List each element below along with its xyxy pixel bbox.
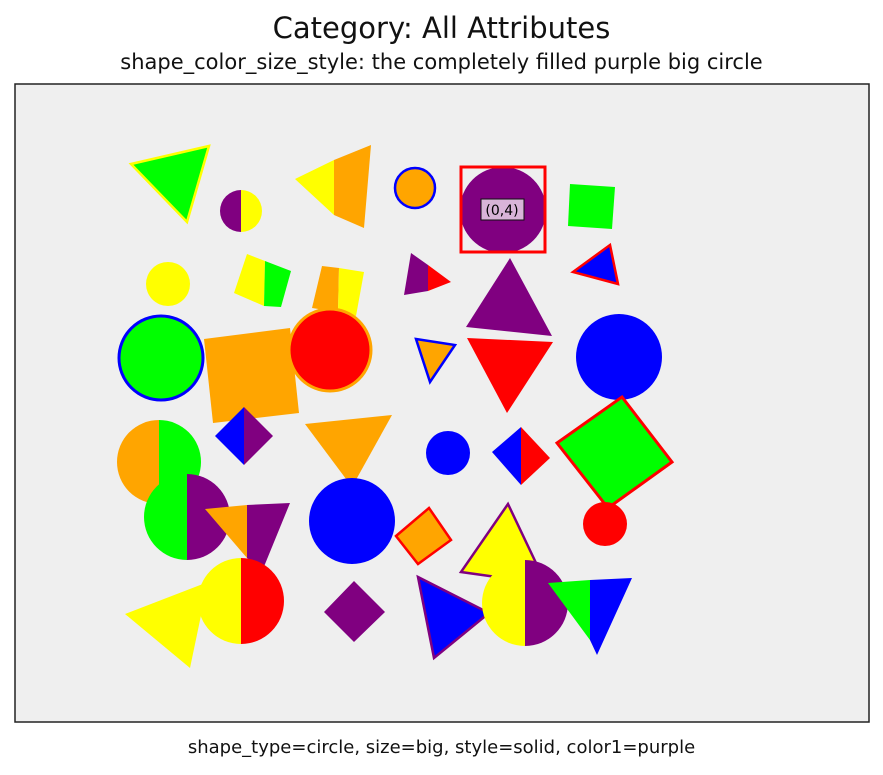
diamond-purple xyxy=(324,581,385,642)
triangle-yellow-orange xyxy=(295,145,371,228)
square-orange-big xyxy=(204,328,299,423)
circle-blue-small xyxy=(426,431,470,475)
half-circle-yellow-purple xyxy=(482,560,568,646)
circle-red-small xyxy=(583,502,627,546)
diamond-orange-red-outline xyxy=(394,506,453,566)
half-circle-purple-yellow xyxy=(220,190,262,232)
triangle-green-yellow-outline xyxy=(128,144,211,225)
square-orange-yellow xyxy=(312,266,364,316)
triangle-blue-purple-outline xyxy=(416,574,492,661)
triangle-red-down xyxy=(467,338,553,413)
circle-green-blue-outline xyxy=(117,314,205,402)
circle-red-orange-outline xyxy=(287,307,373,393)
triangle-orange-down xyxy=(305,415,392,487)
triangle-green-blue xyxy=(548,578,632,655)
circle-blue-big-2 xyxy=(309,478,395,564)
half-circle-green-purple xyxy=(144,474,230,560)
half-circle-yellow-red xyxy=(198,558,284,644)
target-purple-circle: (0,4) xyxy=(459,165,547,254)
circle-orange-blue-outline xyxy=(393,166,437,210)
triangle-orange-purple xyxy=(205,503,290,569)
square-green xyxy=(568,184,615,229)
triangle-orange-blue-outline xyxy=(414,337,458,385)
target-label: (0,4) xyxy=(485,203,518,219)
page-title: Category: All Attributes xyxy=(272,11,611,45)
diamond-blue-red xyxy=(492,427,550,485)
circle-blue-big xyxy=(576,314,662,400)
square-yellow-green xyxy=(234,254,291,307)
target-label-box xyxy=(480,198,525,221)
attribute-caption: shape_type=circle, size=big, style=solid… xyxy=(187,737,696,758)
triangle-purple-big xyxy=(466,258,552,336)
triangle-yellow-big xyxy=(125,582,208,668)
square-green-red-outline xyxy=(554,394,675,511)
triangle-purple-red xyxy=(404,253,451,295)
diamond-blue-purple xyxy=(215,407,273,465)
target-highlight-box xyxy=(459,165,547,254)
circle-yellow-small xyxy=(146,262,190,306)
page-subtitle: shape_color_size_style: the completely f… xyxy=(120,50,763,74)
triangle-blue-red-outline xyxy=(570,242,620,286)
